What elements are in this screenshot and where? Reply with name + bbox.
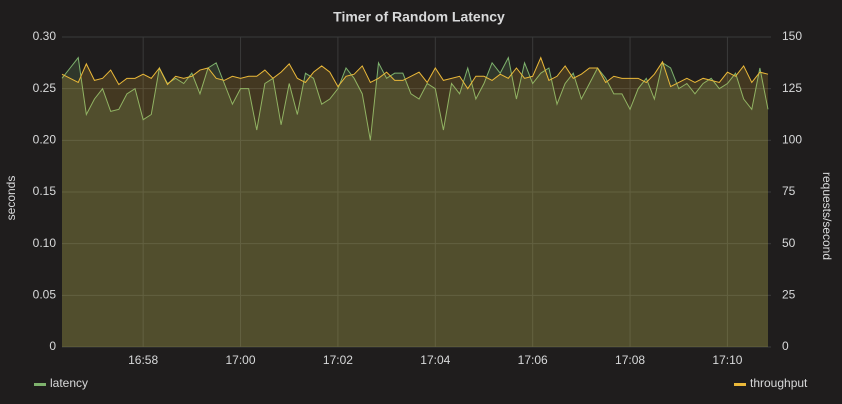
legend-swatch (34, 383, 46, 386)
y2-tick-label: 150 (782, 29, 802, 43)
y2-tick-label: 100 (782, 133, 802, 147)
y2-tick-label: 125 (782, 81, 802, 95)
legend-swatch (734, 383, 746, 386)
x-tick-label: 17:08 (615, 353, 645, 367)
y2-tick-label: 50 (782, 236, 796, 250)
y2-tick-label: 25 (782, 288, 796, 302)
y-tick-label: 0.30 (33, 29, 57, 43)
legend-label: throughput (750, 376, 808, 390)
y-tick-label: 0.15 (33, 184, 57, 198)
y-axis-label: seconds (4, 176, 18, 221)
line (61, 56, 769, 141)
x-tick-label: 17:02 (323, 353, 353, 367)
area-fill (62, 57, 768, 348)
y-tick-label: 0.20 (33, 133, 57, 147)
line (61, 56, 769, 90)
x-tick-label: 17:10 (712, 353, 742, 367)
x-tick-label: 17:04 (420, 353, 450, 367)
y2-tick-label: 0 (782, 339, 789, 353)
y-tick-label: 0 (49, 339, 56, 353)
y2-tick-label: 75 (782, 184, 796, 198)
y-tick-label: 0.25 (33, 81, 57, 95)
legend-label: latency (50, 376, 88, 390)
chart-title: Timer of Random Latency (333, 9, 505, 25)
y2-axis-label: requests/second (820, 172, 834, 260)
y-tick-label: 0.05 (33, 288, 57, 302)
x-tick-label: 16:58 (128, 353, 158, 367)
area-fill (62, 57, 768, 348)
x-tick-label: 17:06 (518, 353, 548, 367)
y-tick-label: 0.10 (33, 236, 57, 250)
x-tick-label: 17:00 (226, 353, 256, 367)
